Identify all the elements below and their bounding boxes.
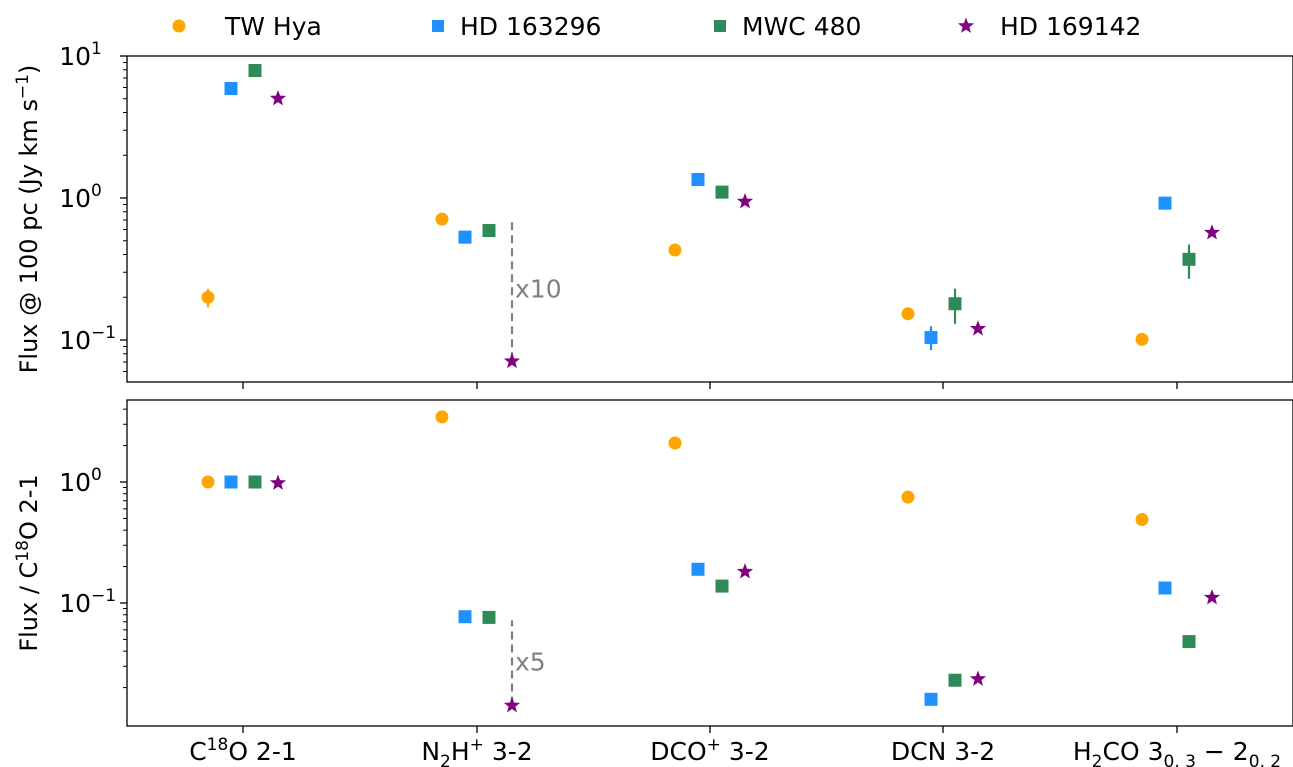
top-point-tw-hya: [669, 244, 682, 257]
top-point-hd-169142: [1204, 224, 1220, 239]
top-y-tick-label: 101: [59, 39, 102, 71]
top-point-hd-163296: [925, 331, 938, 344]
bottom-point-tw-hya: [669, 437, 682, 450]
bottom-point-hd-163296: [692, 563, 705, 576]
top-point-tw-hya: [436, 213, 449, 226]
bottom-point-tw-hya: [202, 476, 215, 489]
legend-label: HD 163296: [460, 12, 601, 41]
bottom-point-hd-169142: [970, 670, 986, 685]
top-panel: 101 100 10−1 x10 Flux @ 100 pc (Jy km s−1): [13, 39, 1293, 389]
top-point-hd-169142: [970, 320, 986, 335]
top-point-tw-hya: [902, 307, 915, 320]
legend-item-hd-163296: HD 163296: [432, 12, 601, 41]
top-point-mwc-480: [949, 297, 962, 310]
top-y-tick-label: 10−1: [59, 323, 116, 355]
legend-marker-star-icon: [958, 18, 974, 33]
bottom-point-hd-169142: [1204, 589, 1220, 604]
legend-marker-square-icon: [714, 20, 726, 32]
bottom-point-tw-hya: [902, 491, 915, 504]
top-y-axis-label: Flux @ 100 pc (Jy km s−1): [13, 65, 43, 374]
top-point-hd-163296: [692, 173, 705, 186]
bottom-point-tw-hya: [436, 410, 449, 423]
bottom-x-ticks: [243, 726, 1177, 733]
top-annotation-label: x10: [515, 274, 562, 303]
top-x-ticks: [243, 382, 1177, 389]
bottom-point-tw-hya: [1136, 513, 1149, 526]
top-point-hd-169142: [270, 90, 286, 105]
top-point-hd-163296: [225, 82, 238, 95]
x-tick-label-n2h: N2H+ 3-2: [421, 735, 532, 767]
top-point-tw-hya: [202, 291, 215, 304]
top-annotation: x10: [512, 218, 562, 360]
legend-item-hd-169142: HD 169142: [958, 12, 1142, 41]
bottom-panel: 100 10−1 x5 Flux / C18O 2-1: [13, 400, 1293, 733]
top-point-hd-163296: [459, 231, 472, 244]
legend: TW Hya HD 163296 MWC 480 HD 169142: [173, 12, 1142, 41]
bottom-point-hd-163296: [225, 476, 238, 489]
bottom-point-mwc-480: [949, 674, 962, 687]
bottom-point-hd-163296: [1159, 582, 1172, 595]
legend-marker-circle-icon: [173, 20, 186, 33]
legend-marker-square-icon: [432, 20, 444, 32]
bottom-point-hd-163296: [459, 610, 472, 623]
bottom-point-mwc-480: [1183, 635, 1196, 648]
bottom-point-hd-169142: [270, 475, 286, 490]
bottom-y-axis-label: Flux / C18O 2-1: [13, 474, 43, 651]
top-y-tick-label: 100: [59, 181, 102, 213]
bottom-plot-frame: [127, 400, 1293, 726]
bottom-point-hd-169142: [737, 563, 753, 578]
bottom-y-tick-label: 100: [59, 465, 102, 497]
x-tick-label-dcn: DCN 3-2: [891, 737, 995, 766]
top-point-mwc-480: [716, 186, 729, 199]
top-y-ticks: 101 100 10−1: [59, 39, 127, 372]
top-point-hd-169142: [737, 193, 753, 208]
bottom-y-tick-label: 10−1: [59, 586, 116, 618]
x-tick-label-h2co: H2CO 30, 3 − 20, 2: [1073, 737, 1281, 767]
bottom-point-hd-163296: [925, 693, 938, 706]
top-point-mwc-480: [249, 64, 262, 77]
x-category-labels: C18O 2-1 N2H+ 3-2 DCO+ 3-2 DCN 3-2 H2CO …: [189, 735, 1281, 767]
bottom-point-mwc-480: [716, 580, 729, 593]
top-point-mwc-480: [1183, 253, 1196, 266]
x-tick-label-dco: DCO+ 3-2: [650, 735, 769, 766]
top-point-hd-163296: [1159, 197, 1172, 210]
legend-label: HD 169142: [1000, 12, 1141, 41]
bottom-point-mwc-480: [249, 476, 262, 489]
bottom-annotation: x5: [512, 620, 546, 704]
legend-label: MWC 480: [742, 12, 861, 41]
top-point-tw-hya: [1136, 333, 1149, 346]
bottom-annotation-label: x5: [515, 647, 546, 676]
bottom-point-hd-169142: [504, 697, 520, 712]
top-data-marks: [202, 64, 1221, 368]
x-tick-label-c18o: C18O 2-1: [189, 735, 297, 766]
legend-label: TW Hya: [224, 12, 322, 41]
bottom-y-ticks: 100 10−1: [59, 409, 127, 687]
legend-item-tw-hya: TW Hya: [173, 12, 322, 41]
bottom-data-marks: [202, 410, 1221, 712]
top-plot-frame: [127, 56, 1293, 382]
top-point-hd-169142: [504, 353, 520, 368]
bottom-point-mwc-480: [483, 611, 496, 624]
legend-item-mwc-480: MWC 480: [714, 12, 861, 41]
top-point-mwc-480: [483, 224, 496, 237]
